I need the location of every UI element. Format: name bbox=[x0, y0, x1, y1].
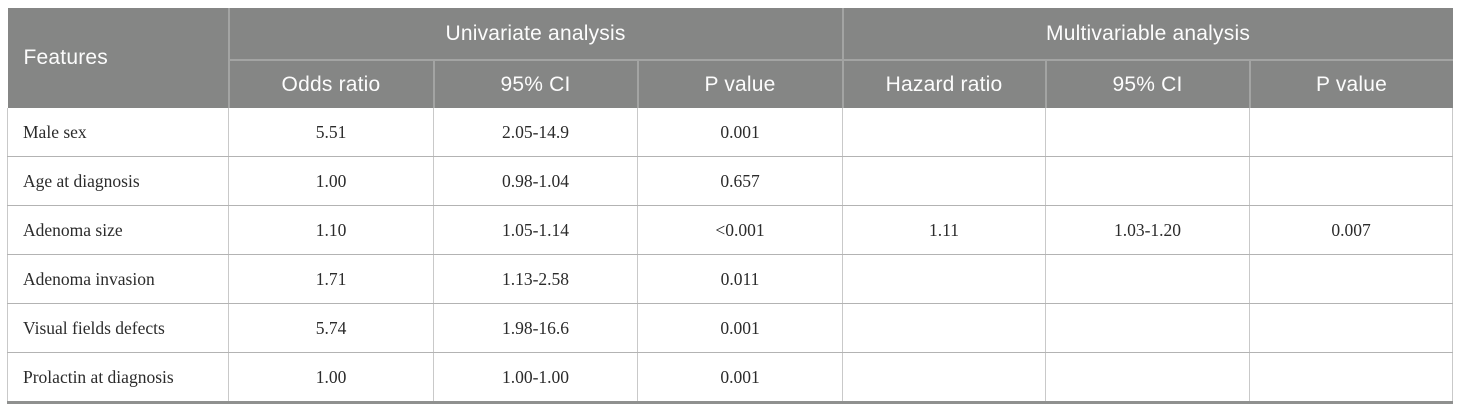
table-body: Male sex 5.51 2.05-14.9 0.001 Age at dia… bbox=[7, 108, 1454, 404]
table-row: Visual fields defects 5.74 1.98-16.6 0.0… bbox=[7, 303, 1454, 353]
table-row: Prolactin at diagnosis 1.00 1.00-1.00 0.… bbox=[7, 352, 1454, 404]
feature-name-cell: Age at diagnosis bbox=[7, 156, 229, 206]
header-hazard-ratio: Hazard ratio bbox=[841, 60, 1046, 108]
multivariable-ci-cell bbox=[1045, 108, 1251, 157]
univariate-p-value-cell: 0.011 bbox=[636, 254, 844, 304]
multivariable-ci-cell bbox=[1045, 254, 1251, 304]
multivariable-p-value-cell bbox=[1249, 156, 1454, 206]
odds-ratio-cell: 1.00 bbox=[228, 352, 434, 404]
multivariable-p-value-cell bbox=[1249, 303, 1454, 353]
univariate-p-value-cell: 0.001 bbox=[636, 108, 844, 157]
table-header: Features Univariate analysis Multivariab… bbox=[7, 8, 1453, 108]
odds-ratio-cell: 1.71 bbox=[228, 254, 434, 304]
analysis-results-table: Features Univariate analysis Multivariab… bbox=[7, 8, 1454, 404]
multivariable-ci-cell bbox=[1045, 352, 1251, 404]
odds-ratio-cell: 5.51 bbox=[228, 108, 434, 157]
header-sub-row: Odds ratio 95% CI P value Hazard ratio 9… bbox=[8, 60, 1453, 108]
multivariable-p-value-cell bbox=[1249, 108, 1454, 157]
hazard-ratio-cell bbox=[842, 303, 1047, 353]
univariate-p-value-cell: <0.001 bbox=[636, 205, 844, 255]
feature-name-cell: Visual fields defects bbox=[7, 303, 229, 353]
univariate-p-value-cell: 0.001 bbox=[636, 303, 844, 353]
multivariable-p-value-cell bbox=[1249, 352, 1454, 404]
header-univariate-p-value: P value bbox=[636, 60, 843, 108]
univariate-ci-cell: 2.05-14.9 bbox=[433, 108, 638, 157]
multivariable-ci-cell: 1.03-1.20 bbox=[1045, 205, 1251, 255]
univariate-ci-cell: 1.00-1.00 bbox=[433, 352, 638, 404]
univariate-ci-cell: 1.05-1.14 bbox=[433, 205, 638, 255]
feature-name-cell: Male sex bbox=[7, 108, 229, 157]
feature-name-cell: Prolactin at diagnosis bbox=[7, 352, 229, 404]
table-row: Age at diagnosis 1.00 0.98-1.04 0.657 bbox=[7, 156, 1454, 206]
table-row: Adenoma size 1.10 1.05-1.14 <0.001 1.11 … bbox=[7, 205, 1454, 255]
hazard-ratio-cell bbox=[842, 254, 1047, 304]
feature-name-cell: Adenoma invasion bbox=[7, 254, 229, 304]
header-group-row: Features Univariate analysis Multivariab… bbox=[7, 8, 1453, 108]
hazard-ratio-cell bbox=[842, 352, 1047, 404]
univariate-ci-cell: 0.98-1.04 bbox=[433, 156, 638, 206]
table-row: Adenoma invasion 1.71 1.13-2.58 0.011 bbox=[7, 254, 1454, 304]
hazard-ratio-cell bbox=[842, 108, 1047, 157]
odds-ratio-cell: 1.00 bbox=[228, 156, 434, 206]
multivariable-p-value-cell bbox=[1249, 254, 1454, 304]
multivariable-ci-cell bbox=[1045, 303, 1251, 353]
results-table: Features Univariate analysis Multivariab… bbox=[7, 8, 1454, 404]
multivariable-ci-cell bbox=[1045, 156, 1251, 206]
multivariable-p-value-cell: 0.007 bbox=[1249, 205, 1454, 255]
univariate-ci-cell: 1.13-2.58 bbox=[433, 254, 638, 304]
feature-name-cell: Adenoma size bbox=[7, 205, 229, 255]
univariate-ci-cell: 1.98-16.6 bbox=[433, 303, 638, 353]
odds-ratio-cell: 1.10 bbox=[228, 205, 434, 255]
header-multivariable-p-value: P value bbox=[1248, 60, 1453, 108]
header-group-univariate: Univariate analysis bbox=[227, 8, 843, 61]
table-row: Male sex 5.51 2.05-14.9 0.001 bbox=[7, 108, 1454, 157]
header-odds-ratio: Odds ratio bbox=[227, 60, 434, 108]
univariate-p-value-cell: 0.657 bbox=[636, 156, 844, 206]
header-univariate-ci: 95% CI bbox=[432, 60, 638, 108]
hazard-ratio-cell bbox=[842, 156, 1047, 206]
univariate-p-value-cell: 0.001 bbox=[636, 352, 844, 404]
header-multivariable-ci: 95% CI bbox=[1044, 60, 1250, 108]
hazard-ratio-cell: 1.11 bbox=[842, 205, 1047, 255]
header-features: Features bbox=[7, 8, 229, 108]
header-group-multivariable: Multivariable analysis bbox=[841, 8, 1453, 61]
odds-ratio-cell: 5.74 bbox=[228, 303, 434, 353]
